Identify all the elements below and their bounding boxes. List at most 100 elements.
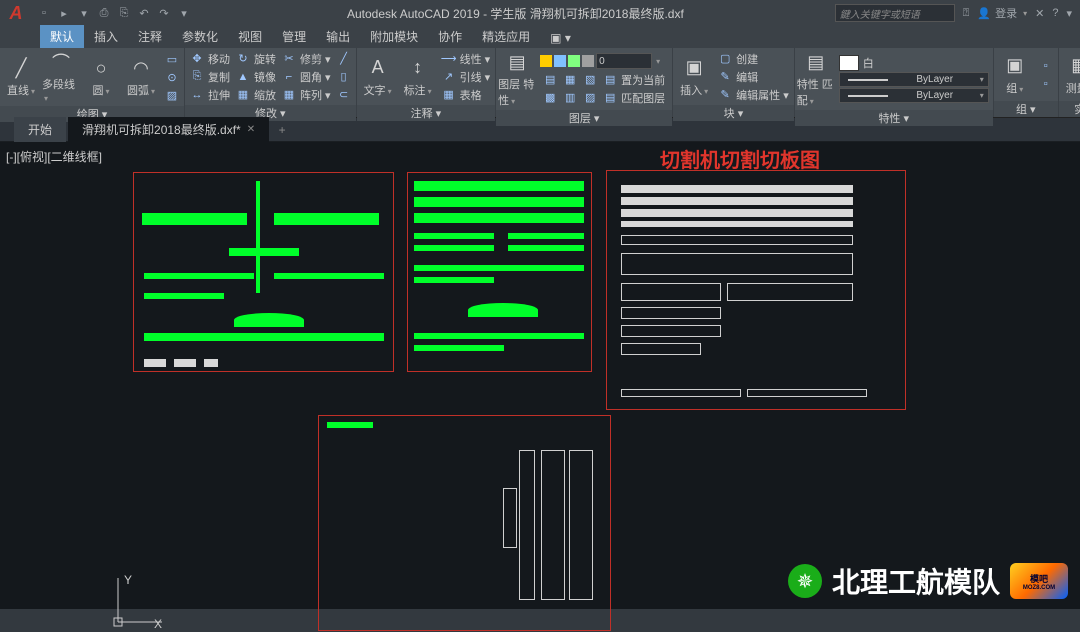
new-tab-button[interactable]: + xyxy=(271,123,293,137)
menu-tab-插入[interactable]: 插入 xyxy=(84,25,128,48)
ribbon-small-btn-旋转[interactable]: ↻旋转 xyxy=(233,50,279,67)
f4-col2 xyxy=(541,450,565,600)
panel-title[interactable]: 组 ▾ xyxy=(994,101,1058,117)
ribbon-small-btn[interactable]: ▤匹配图层 xyxy=(600,89,668,106)
login-dropdown-icon: ▾ xyxy=(1023,9,1027,18)
dropdown-icon: ▾ xyxy=(980,91,984,100)
ribbon-small-btn-表格[interactable]: ▦表格 xyxy=(439,86,494,103)
qat-undo-icon[interactable]: ↶ xyxy=(136,5,152,21)
ribbon-small-btn-阵列 ▾[interactable]: ▦阵列 ▾ xyxy=(279,86,334,103)
ribbon-small-btn-编辑[interactable]: ✎编辑 xyxy=(715,68,792,85)
ribbon-small-btn[interactable]: ▤置为当前 xyxy=(600,71,668,88)
small-icon: ✥ xyxy=(190,52,204,66)
ribbon-small-btn-线性 ▾[interactable]: ⟶线性 ▾ xyxy=(439,50,494,67)
window-title: Autodesk AutoCAD 2019 - 学生版 滑翔机可拆卸2018最终… xyxy=(196,5,835,22)
ribbon-btn-测量[interactable]: ▦测量▾ xyxy=(1061,50,1080,99)
ribbon-small-btn-编辑属性 ▾[interactable]: ✎编辑属性 ▾ xyxy=(715,86,792,103)
menu-tab-默认[interactable]: 默认 xyxy=(40,25,84,48)
app-icon[interactable]: A xyxy=(0,0,32,26)
property-lineweight-selector[interactable]: ByLayer▾ xyxy=(839,88,989,103)
qat-saveas-icon[interactable]: ⎙ xyxy=(96,5,112,21)
qat-new-icon[interactable]: ▫ xyxy=(36,5,52,21)
drawing-canvas[interactable]: [-][俯视][二维线框] 切割机切割切板图 xyxy=(0,142,1080,609)
qat-plot-icon[interactable]: ⎘ xyxy=(116,5,132,21)
small-icon: ✂ xyxy=(282,52,296,66)
layer-selector[interactable]: 0▾ xyxy=(540,52,668,70)
ribbon-small-btn-创建[interactable]: ▢创建 xyxy=(715,50,792,67)
small-icon: ▦ xyxy=(442,88,456,102)
menu-tab-注释[interactable]: 注释 xyxy=(128,25,172,48)
file-tab-start[interactable]: 开始 xyxy=(14,117,66,142)
ribbon-btn-文字[interactable]: A文字▾ xyxy=(359,50,397,103)
ribbon-small-btn-[interactable]: ▭ xyxy=(162,51,182,68)
ribbon-small-btn[interactable]: ▩ xyxy=(540,89,560,106)
ribbon: ╱直线▾⌒多段线▾○圆▾◠圆弧▾▭⊙▨绘图 ▾✥移动↻旋转✂修剪 ▾╱⎘复制▲镜… xyxy=(0,48,1080,118)
ribbon-btn-图层 特性[interactable]: ▤图层 特性▾ xyxy=(498,50,536,108)
ribbon-small-btn-[interactable]: ▨ xyxy=(162,87,182,104)
ribbon-small-btn-[interactable]: ⊙ xyxy=(162,69,182,86)
ribbon-btn-组[interactable]: ▣组▾ xyxy=(996,50,1034,99)
help-search-input[interactable]: 鍵入关键字或短语 xyxy=(835,4,955,22)
help-dropdown-icon[interactable]: ▾ xyxy=(1066,7,1072,20)
color-swatch[interactable] xyxy=(839,55,859,71)
pl-4 xyxy=(621,221,853,227)
ribbon-small-btn-[interactable]: ▯ xyxy=(334,68,354,85)
menu-tab-协作[interactable]: 协作 xyxy=(428,25,472,48)
help-icon[interactable]: ? xyxy=(1052,7,1058,19)
ribbon-small-btn-圆角 ▾[interactable]: ⌐圆角 ▾ xyxy=(279,68,334,85)
ribbon-small-btn-复制[interactable]: ⎘复制 xyxy=(187,68,233,85)
ribbon-btn-标注[interactable]: ↕标注▾ xyxy=(399,50,437,103)
login-button[interactable]: 👤 登录 ▾ xyxy=(977,5,1027,21)
ribbon-small-btn-[interactable]: ▫ xyxy=(1036,57,1056,74)
panel-title[interactable]: 图层 ▾ xyxy=(496,110,672,126)
ribbon-btn-插入[interactable]: ▣插入▾ xyxy=(675,50,713,103)
menu-tab-视图[interactable]: 视图 xyxy=(228,25,272,48)
part-w3 xyxy=(204,359,218,367)
ribbon-btn-圆弧[interactable]: ◠圆弧▾ xyxy=(122,50,160,104)
fuselage xyxy=(256,181,260,293)
color-name: 白 xyxy=(863,55,874,71)
ribbon-small-btn[interactable]: ▧ xyxy=(580,71,600,88)
qat-save-icon[interactable]: ▾ xyxy=(76,5,92,21)
menu-tab-附加模块[interactable]: 附加模块 xyxy=(360,25,428,48)
多段线-icon: ⌒ xyxy=(49,50,73,74)
特性 匹配-icon: ▤ xyxy=(804,50,828,74)
ribbon-small-btn-修剪 ▾[interactable]: ✂修剪 ▾ xyxy=(279,50,334,67)
ribbon-small-btn-拉伸[interactable]: ↔拉伸 xyxy=(187,86,233,103)
close-tab-icon[interactable]: ✕ xyxy=(247,124,255,135)
ribbon-small-btn[interactable]: ▥ xyxy=(560,89,580,106)
panel-title[interactable]: 实用工 xyxy=(1059,101,1080,117)
qat-more-icon[interactable]: ▾ xyxy=(176,5,192,21)
menu-tab-参数化[interactable]: 参数化 xyxy=(172,25,228,48)
ribbon-btn-直线[interactable]: ╱直线▾ xyxy=(2,50,40,104)
ribbon-small-btn-[interactable]: ▫ xyxy=(1036,75,1056,92)
ribbon-small-btn-引线 ▾[interactable]: ↗引线 ▾ xyxy=(439,68,494,85)
file-tab-drawing[interactable]: 滑翔机可拆卸2018最终版.dxf* ✕ xyxy=(68,117,269,142)
small-icon: ⎘ xyxy=(190,70,204,84)
ribbon-small-btn-[interactable]: ⊂ xyxy=(334,86,354,103)
menu-tab-▣ ▾[interactable]: ▣ ▾ xyxy=(540,28,581,48)
ribbon-small-btn[interactable]: ▨ xyxy=(580,89,600,106)
panel-title[interactable]: 注释 ▾ xyxy=(357,105,496,121)
ribbon-small-btn[interactable]: ▦ xyxy=(560,71,580,88)
qat-redo-icon[interactable]: ↷ xyxy=(156,5,172,21)
ribbon-btn-圆[interactable]: ○圆▾ xyxy=(82,50,120,104)
menu-tab-输出[interactable]: 输出 xyxy=(316,25,360,48)
part-w1 xyxy=(144,359,166,367)
menu-tab-管理[interactable]: 管理 xyxy=(272,25,316,48)
ribbon-small-btn-移动[interactable]: ✥移动 xyxy=(187,50,233,67)
ribbon-small-btn[interactable]: ▤ xyxy=(540,71,560,88)
exchange-icon[interactable]: ✕ xyxy=(1035,7,1044,20)
infocenter-icon[interactable]: ⍰ xyxy=(963,7,970,20)
ribbon-small-btn-[interactable]: ╱ xyxy=(334,50,354,67)
ribbon-btn-特性 匹配[interactable]: ▤特性 匹配▾ xyxy=(797,50,835,108)
panel-title[interactable]: 特性 ▾ xyxy=(795,110,993,126)
panel-title[interactable]: 块 ▾ xyxy=(673,105,794,121)
ribbon-small-btn-缩放[interactable]: ▦缩放 xyxy=(233,86,279,103)
qat-open-icon[interactable]: ▸ xyxy=(56,5,72,21)
viewport-label[interactable]: [-][俯视][二维线框] xyxy=(6,148,102,165)
ribbon-small-btn-镜像[interactable]: ▲镜像 xyxy=(233,68,279,85)
menu-tab-精选应用[interactable]: 精选应用 xyxy=(472,25,540,48)
ribbon-btn-多段线[interactable]: ⌒多段线▾ xyxy=(42,50,80,104)
property-linetype-selector[interactable]: ByLayer▾ xyxy=(839,72,989,87)
